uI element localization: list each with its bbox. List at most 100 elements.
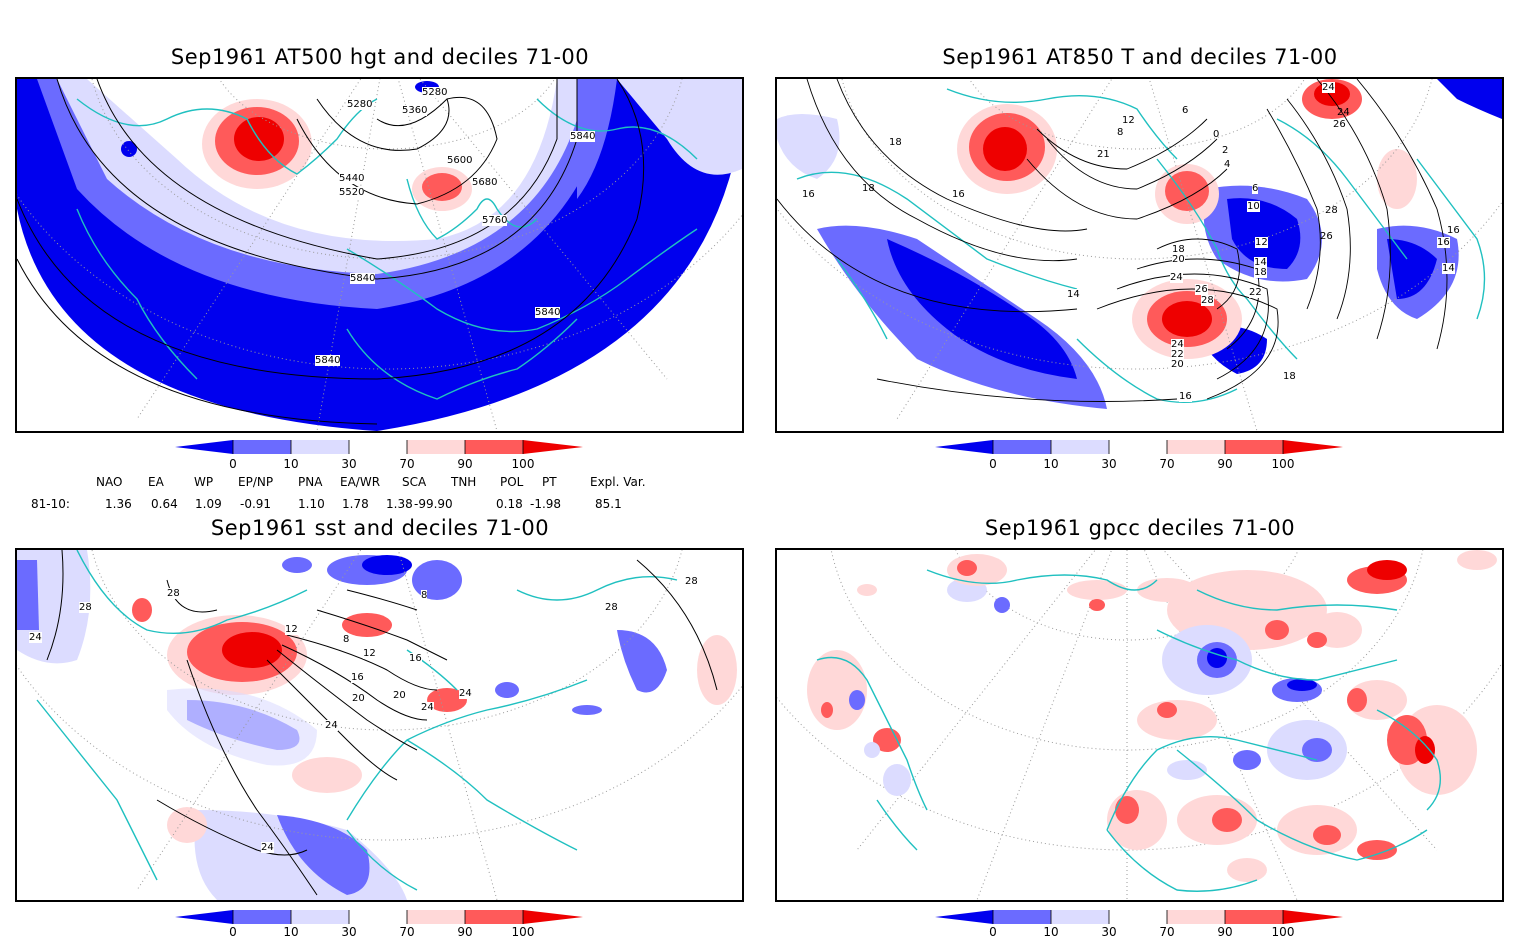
contour-label: 5440: [339, 173, 365, 184]
contour-label: 5760: [482, 215, 508, 226]
colorbar-top-left: 0 10 30 70 90 100: [175, 440, 585, 476]
map-sst-canvas: [17, 550, 742, 900]
index-value: 1.09: [195, 497, 222, 511]
index-header: Expl. Var.: [590, 475, 646, 489]
contour-label: 10: [1247, 201, 1260, 212]
contour-label: 28: [79, 602, 92, 613]
colorbar-tick: 10: [1043, 925, 1059, 939]
contour-label: 20: [1171, 359, 1184, 370]
index-header: POL: [500, 475, 524, 489]
colorbar-tick: 70: [399, 457, 415, 471]
contour-label: 24: [325, 720, 338, 731]
contour-label: 16: [409, 653, 422, 664]
index-value: 1.78: [342, 497, 369, 511]
contour-label: 5840: [315, 355, 341, 366]
contour-label: 24: [459, 688, 472, 699]
contour-label: 18: [1254, 267, 1267, 278]
contour-label: 18: [889, 137, 902, 148]
contour-label: 8: [1117, 127, 1124, 138]
map-sst: 28 28 24 12 8 12 16 20 20 24 24 24 16 8 …: [15, 548, 744, 902]
map-gpcc: [775, 548, 1504, 902]
index-header: SCA: [402, 475, 427, 489]
contour-label: 20: [393, 690, 406, 701]
contour-label: 26: [1320, 231, 1333, 242]
teleconnection-indices: NAO EA WP EP/NP PNA EA/WR SCA TNH POL PT…: [0, 475, 760, 515]
contour-label: 16: [1437, 237, 1450, 248]
colorbar-tick: 90: [457, 457, 473, 471]
contour-label: 8: [421, 590, 428, 601]
contour-label: 5600: [447, 155, 473, 166]
index-header: NAO: [96, 475, 123, 489]
colorbar-bottom-left: 0 10 30 70 90 100: [175, 910, 585, 940]
contour-label: 16: [1179, 391, 1192, 402]
contour-label: 22: [1171, 349, 1184, 360]
index-header: PNA: [298, 475, 323, 489]
contour-label: 28: [1201, 295, 1214, 306]
contour-label: 24: [261, 842, 274, 853]
contour-label: 26: [1333, 119, 1346, 130]
contour-label: 24: [1170, 272, 1183, 283]
contour-label: 14: [1254, 257, 1267, 268]
index-header: TNH: [451, 475, 477, 489]
index-value: 0.64: [151, 497, 178, 511]
contour-label: 28: [605, 602, 618, 613]
colorbar-tick: 0: [229, 457, 237, 471]
colorbar-tick: 70: [399, 925, 415, 939]
colorbar-tick: 70: [1159, 457, 1175, 471]
colorbar-tick: 100: [1271, 925, 1295, 939]
colorbar-tick: 90: [1217, 457, 1233, 471]
panel-title-t850: Sep1961 AT850 T and deciles 71-00: [942, 45, 1338, 69]
colorbar-tick: 0: [989, 457, 997, 471]
map-hgt500-canvas: [17, 79, 742, 431]
map-hgt500: 5280 5280 5360 5840 5600 5440 5520 5680 …: [15, 77, 744, 433]
index-header: WP: [194, 475, 214, 489]
contour-label: 12: [1122, 115, 1135, 126]
contour-label: 20: [1172, 254, 1185, 265]
contour-label: 22: [1249, 287, 1262, 298]
index-value: 85.1: [595, 497, 622, 511]
contour-label: 16: [1447, 225, 1460, 236]
colorbar-tick: 30: [341, 457, 357, 471]
contour-label: 28: [167, 588, 180, 599]
contour-label: 28: [1325, 205, 1338, 216]
colorbar-tick: 10: [1043, 457, 1059, 471]
contour-label: 5280: [422, 87, 448, 98]
index-value: -0.91: [240, 497, 272, 511]
contour-label: 5360: [402, 105, 428, 116]
contour-label: 6: [1182, 105, 1189, 116]
contour-label: 24: [1322, 82, 1335, 93]
index-value: -1.98: [530, 497, 562, 511]
contour-label: 4: [1224, 159, 1231, 170]
contour-label: 5520: [339, 187, 365, 198]
colorbar-tick: 0: [989, 925, 997, 939]
index-value: 1.10: [298, 497, 325, 511]
contour-label: 18: [1283, 371, 1296, 382]
map-gpcc-canvas: [777, 550, 1502, 900]
contour-label: 24: [29, 632, 42, 643]
colorbar-tick: 30: [1101, 457, 1117, 471]
contour-label: 16: [351, 672, 364, 683]
colorbar-bottom-right: 0 10 30 70 90 100: [935, 910, 1345, 940]
contour-label: 28: [685, 576, 698, 587]
contour-label: 14: [1442, 263, 1455, 274]
colorbar-tick: 90: [457, 925, 473, 939]
colorbar-tick: 30: [341, 925, 357, 939]
contour-label: 2: [1222, 145, 1229, 156]
colorbar-bar: [935, 440, 1343, 454]
contour-label: 6: [1252, 183, 1259, 194]
colorbar-bar: [935, 910, 1343, 924]
index-value: 1.38: [386, 497, 413, 511]
index-value: 0.18: [496, 497, 523, 511]
contour-label: 18: [1172, 244, 1185, 255]
contour-label: 24: [1171, 339, 1184, 350]
colorbar-tick: 30: [1101, 925, 1117, 939]
contour-label: 20: [352, 693, 365, 704]
index-value: 1.36: [105, 497, 132, 511]
contour-label: 5840: [570, 131, 596, 142]
colorbar-tick: 100: [511, 457, 535, 471]
contour-label: 24: [421, 702, 434, 713]
colorbar-bar: [175, 910, 583, 924]
contour-label: 12: [1255, 237, 1268, 248]
colorbar-tick: 70: [1159, 925, 1175, 939]
contour-label: 21: [1097, 149, 1110, 160]
